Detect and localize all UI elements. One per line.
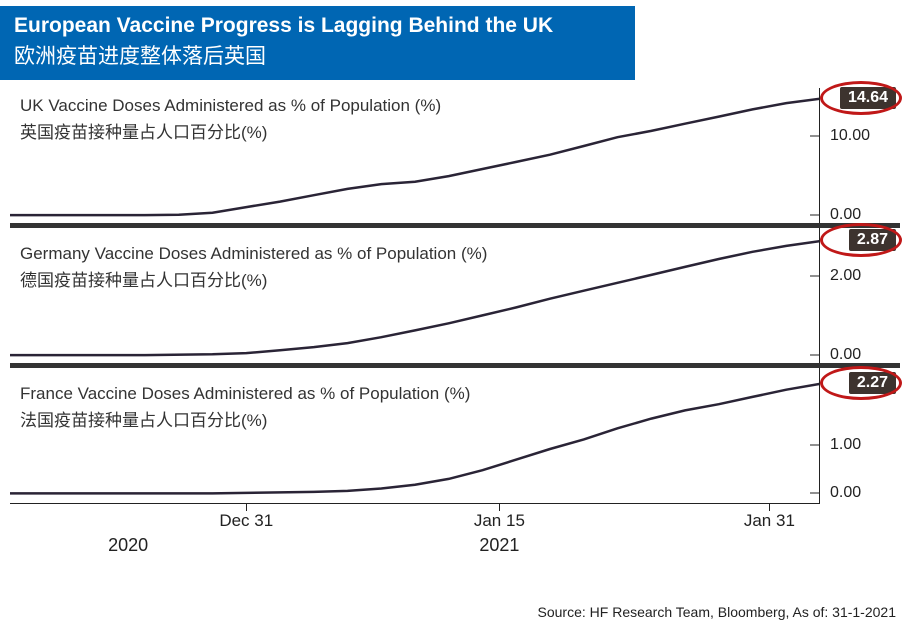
ytick-label: 2.00	[820, 267, 900, 285]
source-attribution: Source: HF Research Team, Bloomberg, As …	[538, 604, 896, 620]
highlight-oval	[820, 81, 902, 115]
xtick-label: Jan 15	[474, 511, 525, 531]
panel-label-zh: 法国疫苗接种量占人口百分比(%)	[20, 406, 470, 431]
ytick-label: 0.00	[820, 484, 900, 502]
title-english: European Vaccine Progress is Lagging Beh…	[14, 14, 621, 38]
panel-label-zh: 英国疫苗接种量占人口百分比(%)	[20, 118, 441, 143]
panel-label-en: UK Vaccine Doses Administered as % of Po…	[20, 96, 441, 116]
highlight-oval	[820, 366, 902, 400]
ytick-label: 0.00	[820, 206, 900, 224]
ytick-label: 0.00	[820, 346, 900, 364]
panel-label-en: Germany Vaccine Doses Administered as % …	[20, 244, 487, 264]
xtick-label: Jan 31	[744, 511, 795, 531]
chart-panel-germany: 0.00 2.00 Germany Vaccine Doses Administer…	[10, 228, 900, 363]
panel-label-germany: Germany Vaccine Doses Administered as % …	[20, 244, 487, 291]
x-axis: Dec 31 Jan 15 Jan 31 2020 2021	[10, 511, 900, 571]
panel-label-en: France Vaccine Doses Administered as % o…	[20, 384, 470, 404]
panel-label-zh: 德国疫苗接种量占人口百分比(%)	[20, 266, 487, 291]
chart-panel-france: 0.00 1.00 France Vaccine Doses Administere…	[10, 368, 900, 503]
panel-label-france: France Vaccine Doses Administered as % o…	[20, 384, 470, 431]
xyear-label: 2020	[108, 535, 148, 556]
xyear-label: 2021	[479, 535, 519, 556]
highlight-oval	[820, 223, 902, 257]
ytick-label: 1.00	[820, 436, 900, 454]
panel-label-uk: UK Vaccine Doses Administered as % of Po…	[20, 96, 441, 143]
chart-panel-uk: 0.00 10.00 UK Vaccine Doses Administered a…	[10, 88, 900, 223]
xtick-label: Dec 31	[219, 511, 273, 531]
title-chinese: 欧洲疫苗进度整体落后英国	[14, 40, 621, 70]
chart-title: European Vaccine Progress is Lagging Beh…	[0, 6, 635, 80]
ytick-label: 10.00	[820, 127, 900, 145]
